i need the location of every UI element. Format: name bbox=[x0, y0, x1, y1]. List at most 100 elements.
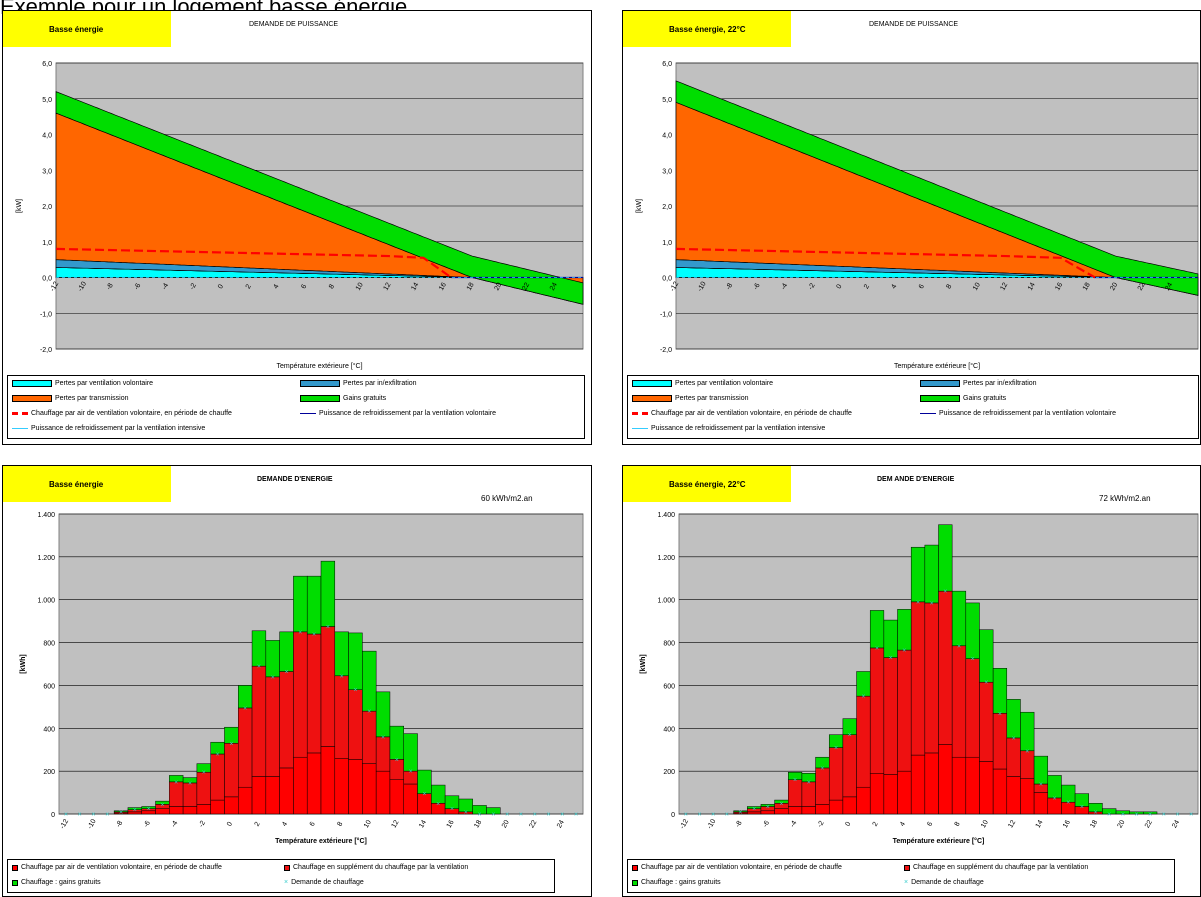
legend-item-cooling-intensive: Puissance de refroidissement par la vent… bbox=[632, 425, 825, 432]
bar-supplement bbox=[251, 665, 267, 777]
x-tick-label: 12 bbox=[383, 282, 393, 292]
bar-chauffage-air bbox=[842, 796, 857, 815]
x-tick-label: 20 bbox=[1109, 282, 1119, 292]
x-tick-label: 16 bbox=[438, 282, 448, 292]
legend-label: Chauffage en supplément du chauffage par… bbox=[293, 864, 469, 871]
legend-item-chauffage-air: Chauffage par air de ventilation volonta… bbox=[12, 410, 232, 417]
x-tick-label: -6 bbox=[133, 282, 142, 291]
marker-demande-chauffage: × bbox=[820, 765, 824, 772]
bar-gains-gratuits bbox=[486, 807, 501, 815]
bar-chauffage-air bbox=[251, 776, 267, 815]
chart-title: DEMANDE DE PUISSANCE bbox=[869, 21, 959, 28]
legend-swatch-infiltration bbox=[300, 380, 340, 387]
marker-demande-chauffage: × bbox=[1175, 812, 1179, 819]
x-tick-label: 6 bbox=[926, 821, 934, 828]
bar-chauffage-air bbox=[362, 763, 377, 815]
marker-demande-chauffage: × bbox=[133, 807, 137, 814]
x-tick-label: -10 bbox=[706, 818, 717, 830]
marker-demande-chauffage: × bbox=[464, 809, 468, 816]
marker-demande-chauffage: × bbox=[861, 694, 865, 701]
x-tick-label: -2 bbox=[807, 282, 816, 291]
chart-badge: Basse énergie bbox=[3, 11, 171, 47]
marker-demande-chauffage: × bbox=[271, 674, 275, 681]
chart-badge: Basse énergie, 22°C bbox=[623, 466, 791, 502]
marker-demande-chauffage: × bbox=[1039, 782, 1043, 789]
marker-demande-chauffage: × bbox=[916, 599, 920, 606]
chart-annotation: 60 kWh/m2.an bbox=[481, 494, 533, 503]
bar-gains-gratuits bbox=[251, 630, 267, 667]
legend-label: Chauffage par air de ventilation volonta… bbox=[651, 410, 852, 417]
marker-demande-chauffage: × bbox=[284, 669, 288, 676]
marker-demande-chauffage: × bbox=[848, 732, 852, 739]
x-axis-label: Température extérieure [°C] bbox=[894, 362, 980, 370]
y-tick-label: 0 bbox=[51, 812, 55, 819]
y-tick-label: 2,0 bbox=[42, 204, 52, 211]
bar-chauffage-air bbox=[1006, 776, 1021, 815]
y-tick-label: 1.400 bbox=[657, 512, 675, 519]
marker-demande-chauffage: × bbox=[1053, 795, 1057, 802]
legend-label: Pertes par ventilation volontaire bbox=[55, 380, 154, 387]
energy-chart-panel-22c: Basse énergie, 22°C DEM ANDE D'ENERGIE 7… bbox=[622, 465, 1201, 897]
legend-item-chauffage-air: Chauffage par air de ventilation volonta… bbox=[632, 864, 842, 871]
y-tick-label: 600 bbox=[663, 683, 675, 690]
bar-supplement bbox=[842, 734, 857, 798]
marker-demande-chauffage: × bbox=[491, 812, 495, 819]
energy-chart-svg: 02004006008001.0001.2001.400××××××××××××… bbox=[20, 512, 584, 845]
y-axis-label: [kW] bbox=[636, 199, 643, 213]
y-tick-label: -2,0 bbox=[40, 347, 52, 354]
x-tick-label: -4 bbox=[170, 820, 179, 829]
bar-chauffage-air bbox=[788, 806, 803, 815]
bar-chauffage-air bbox=[306, 752, 322, 815]
x-tick-label: 20 bbox=[1117, 819, 1127, 829]
x-tick-label: 4 bbox=[899, 821, 907, 828]
marker-demande-chauffage: × bbox=[998, 711, 1002, 718]
chart-title: DEMANDE D'ENERGIE bbox=[257, 476, 333, 483]
x-tick-label: 14 bbox=[418, 819, 428, 829]
bar-chauffage-air bbox=[155, 808, 170, 815]
bar-supplement bbox=[992, 713, 1008, 770]
y-tick-label: 5,0 bbox=[42, 97, 52, 104]
bar-chauffage-air bbox=[828, 799, 844, 815]
x-tick-label: 8 bbox=[328, 283, 336, 290]
bar-gains-gratuits bbox=[362, 650, 377, 712]
bar-chauffage-air bbox=[815, 804, 830, 815]
bar-chauffage-air bbox=[992, 768, 1008, 815]
legend-swatch-gains bbox=[920, 395, 960, 402]
marker-demande-chauffage: × bbox=[160, 802, 164, 809]
marker-demande-chauffage: × bbox=[1148, 812, 1152, 819]
legend-label: Puissance de refroidissement par la vent… bbox=[31, 425, 206, 432]
bar-supplement bbox=[306, 633, 322, 754]
bar-supplement bbox=[979, 681, 994, 762]
legend-item-supplement: Chauffage en supplément du chauffage par… bbox=[904, 864, 1088, 871]
legend-item-demand: × Demande de chauffage bbox=[284, 879, 364, 886]
x-tick-label: -10 bbox=[697, 281, 708, 293]
x-tick-label: -8 bbox=[115, 820, 124, 829]
bar-gains-gratuits bbox=[1074, 793, 1089, 807]
x-tick-label: 24 bbox=[549, 282, 559, 292]
y-tick-label: -2,0 bbox=[660, 347, 672, 354]
y-tick-label: 6,0 bbox=[42, 61, 52, 68]
legend-item-infiltration: Pertes par in/exfiltration bbox=[300, 380, 417, 387]
bar-chauffage-air bbox=[320, 746, 336, 815]
x-tick-label: 24 bbox=[1164, 282, 1174, 292]
marker-demande-chauffage: × bbox=[174, 779, 178, 786]
x-tick-label: 10 bbox=[355, 282, 365, 292]
legend-label: Gains gratuits bbox=[963, 395, 1007, 402]
marker-demande-chauffage: × bbox=[450, 806, 454, 813]
legend-swatch-gains bbox=[632, 879, 638, 886]
energy-chart-panel-basse-energie: Basse énergie DEMANDE D'ENERGIE 60 kWh/m… bbox=[2, 465, 592, 897]
bar-chauffage-air bbox=[224, 796, 239, 815]
bar-chauffage-air bbox=[883, 774, 898, 815]
bar-chauffage-air bbox=[196, 804, 211, 815]
bar-supplement bbox=[348, 689, 363, 760]
bar-chauffage-air bbox=[760, 810, 775, 815]
x-tick-label: -10 bbox=[87, 818, 98, 830]
x-tick-label: 8 bbox=[336, 821, 344, 828]
legend-item-supplement: Chauffage en supplément du chauffage par… bbox=[284, 864, 468, 871]
x-tick-label: -12 bbox=[669, 281, 680, 293]
x-tick-label: 2 bbox=[863, 283, 871, 290]
bar-chauffage-air bbox=[1020, 778, 1035, 815]
x-tick-label: 24 bbox=[556, 819, 566, 829]
bar-gains-gratuits bbox=[348, 632, 363, 690]
bar-supplement bbox=[1006, 737, 1021, 777]
